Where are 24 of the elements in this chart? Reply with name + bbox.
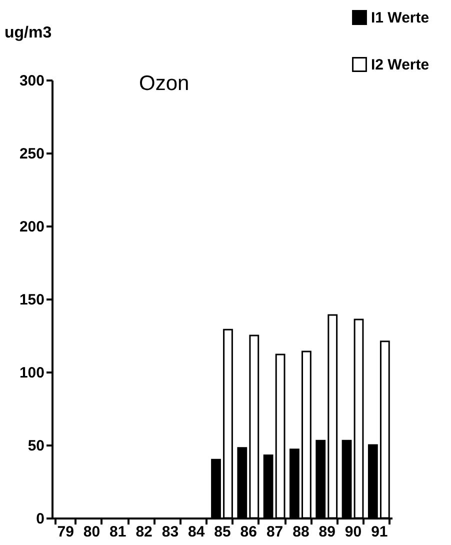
x-tick-label: 80 [83, 524, 100, 540]
y-tick-label: 200 [19, 218, 44, 236]
x-tick-label: 84 [188, 524, 206, 540]
y-tick-label: 250 [19, 146, 44, 162]
y-tick-label: 0 [36, 510, 44, 528]
x-tick-label: 91 [371, 524, 388, 540]
x-tick-label: 89 [318, 524, 336, 540]
y-axis-title: ug/m3 [4, 24, 52, 42]
x-tick-label: 87 [266, 524, 284, 540]
y-tick-label: 150 [19, 292, 44, 308]
x-tick-label: 79 [57, 524, 74, 540]
x-tick-label: 85 [214, 524, 231, 540]
y-tick-label: 50 [28, 438, 44, 454]
y-tick-label: 300 [19, 72, 44, 90]
legend-label: I1 Werte [371, 10, 430, 26]
x-tick-label: 83 [162, 524, 179, 540]
x-tick-label: 90 [344, 524, 362, 540]
legend-label: I2 Werte [371, 56, 430, 74]
x-tick-label: 86 [240, 524, 257, 540]
x-tick-label: 88 [292, 524, 310, 540]
y-tick-label: 100 [19, 364, 44, 382]
x-tick-label: 82 [136, 524, 152, 540]
x-tick-label: 81 [110, 524, 126, 540]
chart-title: Ozon [139, 72, 190, 95]
